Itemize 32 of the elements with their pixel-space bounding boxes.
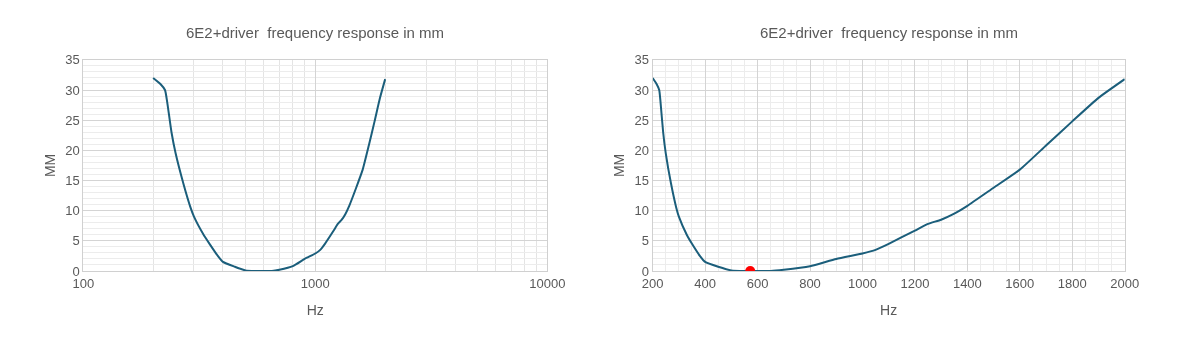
y-tick-label: 25 xyxy=(65,112,80,128)
x-tick-label: 1800 xyxy=(1057,275,1087,291)
y-tick-label: 20 xyxy=(634,142,650,158)
y-tick-label: 35 xyxy=(634,52,650,68)
x-tick-label: 1000 xyxy=(848,275,877,291)
x-tick-label: 400 xyxy=(694,275,716,291)
y-tick-label: 15 xyxy=(634,173,650,189)
y-tick-label: 35 xyxy=(65,52,80,68)
y-tick-label: 10 xyxy=(65,203,80,219)
y-tick-label: 25 xyxy=(634,112,650,128)
y-axis-title: MM xyxy=(611,153,628,178)
y-axis-title: MM xyxy=(41,153,58,178)
y-tick-label: 10 xyxy=(634,203,650,219)
y-tick-label: 5 xyxy=(72,233,80,249)
y-tick-label: 30 xyxy=(634,82,650,98)
y-tick-label: 20 xyxy=(65,142,80,158)
x-axis-title: Hz xyxy=(880,301,898,318)
x-axis-title: Hz xyxy=(306,301,324,318)
x-tick-label: 1600 xyxy=(1005,275,1035,291)
y-tick-label: 5 xyxy=(641,233,650,249)
y-tick-label: 30 xyxy=(65,82,80,98)
y-tick-label: 15 xyxy=(65,173,80,189)
x-tick-label: 1000 xyxy=(300,275,330,291)
x-tick-label: 800 xyxy=(799,275,821,291)
chart-title: 6E2+driver frequency response in mm xyxy=(186,24,445,41)
x-tick-label: 1200 xyxy=(900,275,930,291)
x-tick-label: 2000 xyxy=(1110,275,1140,291)
x-tick-label: 1400 xyxy=(952,275,982,291)
chart-title: 6E2+driver frequency response in mm xyxy=(760,24,1019,41)
x-tick-label: 10000 xyxy=(529,275,566,291)
x-tick-label: 600 xyxy=(746,275,769,291)
line-series xyxy=(652,76,1125,271)
